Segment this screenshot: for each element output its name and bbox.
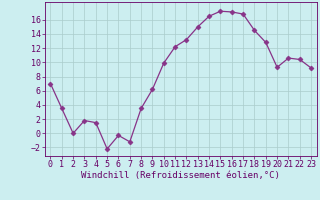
X-axis label: Windchill (Refroidissement éolien,°C): Windchill (Refroidissement éolien,°C) <box>81 171 280 180</box>
